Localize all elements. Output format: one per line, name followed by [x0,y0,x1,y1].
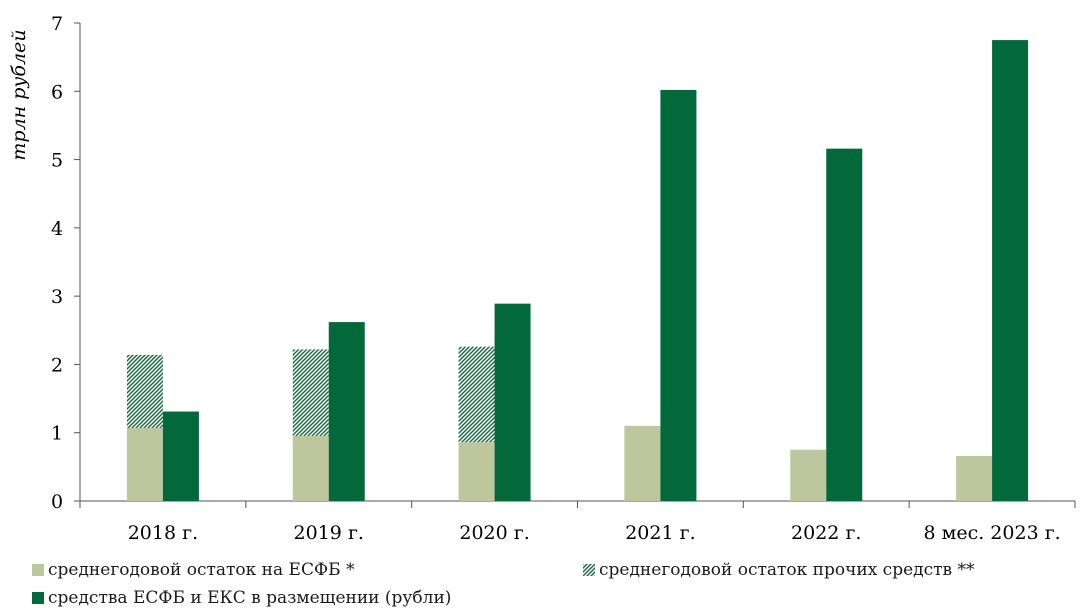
x-tick-label: 2021 г. [625,522,695,544]
y-tick-label: 5 [51,150,63,172]
bar-other-funds [292,349,329,437]
legend-swatch-other-funds [583,564,595,576]
legend-swatch-esfb-balance [32,564,44,576]
y-axis-label: трлн рублей [8,29,30,160]
y-tick-label: 3 [51,286,63,308]
bar-other-funds [126,354,163,428]
y-tick-label: 6 [51,81,63,103]
y-tick-label: 2 [51,354,63,376]
y-tick-label: 7 [51,13,63,35]
x-tick-label: 2018 г. [128,522,198,544]
bar-placed-funds [494,303,531,501]
bar-placed-funds [660,89,697,502]
legend-label-placed-funds: средства ЕСФБ и ЕКС в размещении (рубли) [48,588,452,608]
y-tick-label: 4 [51,218,63,240]
legend-label-other-funds: среднегодовой остаток прочих средств ** [599,560,975,580]
plot-area: 0 1 2 3 4 5 6 7 2018 г. 2019 г. 2020 г. 2021 г. 2022… [51,13,1076,544]
y-tick-label: 0 [51,491,63,513]
legend-swatch-placed-funds [32,592,44,604]
bar-esfb-balance [956,455,993,501]
x-tick-label: 2020 г. [459,522,529,544]
x-tick-label: 2019 г. [294,522,364,544]
bar-placed-funds [992,40,1029,501]
x-tick-label: 2022 г. [791,522,861,544]
legend-item-other-funds: среднегодовой остаток прочих средств ** [583,560,975,580]
bar-esfb-balance [790,449,827,501]
y-tick-label: 1 [51,423,63,445]
bar-esfb-balance [292,436,329,501]
bar-esfb-balance [458,442,495,501]
legend-label-esfb-balance: среднегодовой остаток на ЕСФБ * [48,560,355,580]
bar-esfb-balance [624,425,661,501]
legend-item-esfb-balance: среднегодовой остаток на ЕСФБ * [32,560,354,580]
x-tick-label: 8 мес. 2023 г. [923,522,1060,544]
bar-placed-funds [162,411,199,501]
bar-other-funds [458,346,495,443]
bar-esfb-balance [126,427,163,501]
bar-placed-funds [328,322,365,501]
legend-item-placed-funds: средства ЕСФБ и ЕКС в размещении (рубли) [32,588,451,608]
bar-placed-funds [826,148,863,501]
